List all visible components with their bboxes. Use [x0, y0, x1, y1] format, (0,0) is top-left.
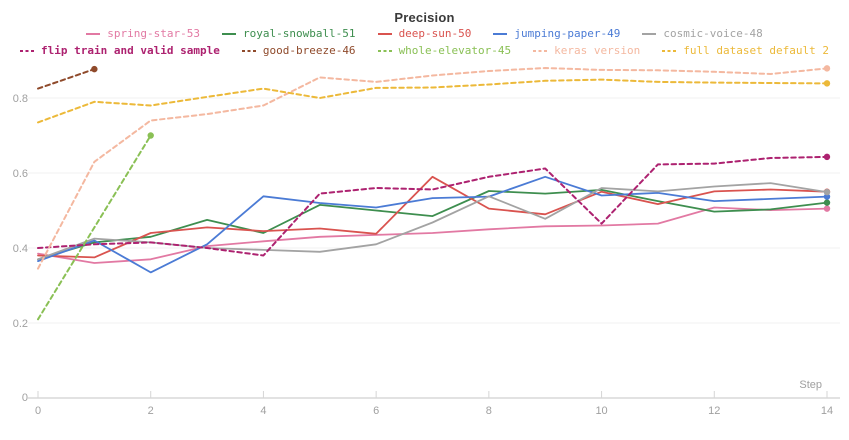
- series-line-jumping-paper-49[interactable]: [37, 175, 828, 274]
- legend-item-cosmic-voice-48[interactable]: cosmic-voice-48: [642, 27, 763, 41]
- series-endpoint-full-dataset-default-2[interactable]: [823, 80, 831, 87]
- dashed-line-swatch-icon: [241, 50, 256, 52]
- x-tick-label: 10: [595, 405, 607, 417]
- y-tick-label: 0.6: [13, 168, 28, 180]
- legend-label: flip train and valid sample: [41, 44, 220, 57]
- solid-line-swatch-icon: [493, 33, 508, 35]
- series-endpoint-spring-star-53[interactable]: [823, 205, 831, 212]
- legend-label: good-breeze-46: [262, 44, 356, 57]
- x-axis-title: Step: [799, 379, 822, 391]
- series-line-keras-version[interactable]: [37, 67, 828, 270]
- x-tick-label: 2: [148, 405, 154, 417]
- legend-item-jumping-paper-49[interactable]: jumping-paper-49: [493, 27, 620, 41]
- series-line-whole-elevator-45[interactable]: [37, 134, 152, 321]
- series-line-good-breeze-46[interactable]: [37, 68, 96, 90]
- legend-item-good-breeze-46[interactable]: good-breeze-46: [241, 44, 356, 58]
- legend-item-whole-elevator-45[interactable]: whole-elevator-45: [377, 44, 512, 58]
- series-line-full-dataset-default-2[interactable]: [37, 78, 828, 124]
- solid-line-swatch-icon: [377, 33, 392, 35]
- legend-item-deep-sun-50[interactable]: deep-sun-50: [377, 27, 472, 41]
- series-line-deep-sun-50[interactable]: [37, 175, 828, 259]
- series-endpoint-flip-train-and-valid-sample[interactable]: [823, 153, 831, 161]
- legend-label: spring-star-53: [107, 27, 200, 40]
- chart-legend: spring-star-53 royal-snowball-51 deep-sun-…: [10, 27, 839, 58]
- y-tick-label: 0.4: [13, 243, 28, 255]
- x-tick-label: 4: [260, 405, 266, 417]
- series-endpoint-cosmic-voice-48[interactable]: [823, 188, 831, 196]
- legend-item-royal-snowball-51[interactable]: royal-snowball-51: [221, 27, 356, 41]
- y-tick-label: 0: [22, 392, 28, 404]
- dashed-line-swatch-icon: [662, 50, 677, 52]
- legend-label: whole-elevator-45: [398, 44, 512, 57]
- x-tick-label: 12: [708, 405, 720, 417]
- x-tick-label: 8: [486, 405, 492, 417]
- series-endpoint-keras-version[interactable]: [823, 65, 831, 72]
- x-tick-label: 6: [373, 405, 379, 417]
- legend-label: keras version: [554, 44, 641, 57]
- series-line-spring-star-53[interactable]: [37, 206, 828, 264]
- dashed-line-swatch-icon: [533, 50, 548, 52]
- legend-label: deep-sun-50: [398, 27, 472, 40]
- y-tick-label: 0.8: [13, 93, 28, 105]
- y-tick-label: 0.2: [13, 318, 28, 330]
- legend-label: cosmic-voice-48: [663, 27, 763, 40]
- solid-line-swatch-icon: [221, 33, 236, 35]
- legend-item-keras-version[interactable]: keras version: [533, 44, 640, 58]
- legend-label: full dataset default 2: [683, 44, 829, 57]
- legend-item-spring-star-53[interactable]: spring-star-53: [86, 27, 200, 41]
- legend-item-flip-train-and-valid-sample[interactable]: flip train and valid sample: [20, 44, 220, 58]
- dashed-line-swatch-icon: [377, 50, 392, 52]
- series-endpoint-whole-elevator-45[interactable]: [147, 132, 154, 139]
- x-tick-label: 14: [821, 405, 833, 417]
- series-endpoint-jumping-paper-49[interactable]: [823, 193, 831, 200]
- chart-title: Precision: [394, 10, 455, 25]
- series-line-flip-train-and-valid-sample[interactable]: [37, 155, 828, 257]
- series-endpoint-royal-snowball-51[interactable]: [823, 199, 831, 206]
- x-tick-label: 0: [35, 405, 41, 417]
- dashed-line-swatch-icon: [20, 50, 35, 52]
- legend-label: royal-snowball-51: [242, 27, 356, 40]
- legend-label: jumping-paper-49: [514, 27, 621, 40]
- legend-item-full-dataset-default-2[interactable]: full dataset default 2: [662, 44, 829, 58]
- solid-line-swatch-icon: [86, 33, 101, 35]
- solid-line-swatch-icon: [642, 33, 657, 35]
- series-endpoint-good-breeze-46[interactable]: [91, 65, 98, 73]
